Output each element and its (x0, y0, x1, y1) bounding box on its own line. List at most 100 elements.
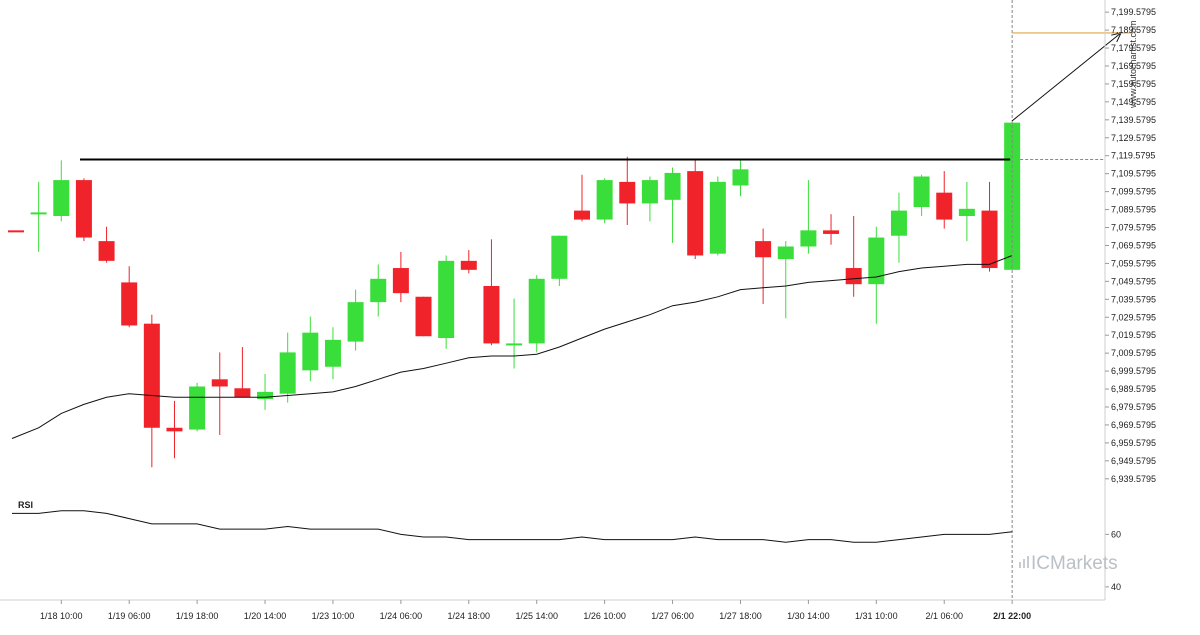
candle-body (121, 282, 138, 326)
x-tick-label: 1/19 06:00 (108, 611, 151, 621)
candle-body (370, 278, 387, 303)
y-tick-label: 7,149.5795 (1111, 97, 1156, 107)
candle-body (936, 192, 953, 220)
candle-body (75, 180, 92, 238)
candle-body (166, 427, 183, 432)
x-tick-label: 1/31 10:00 (855, 611, 898, 621)
y-tick-label: 7,039.5795 (1111, 294, 1156, 304)
y-tick-label: 7,099.5795 (1111, 187, 1156, 197)
candle-body (958, 208, 975, 216)
x-tick-label: 1/23 10:00 (312, 611, 355, 621)
y-tick-label: 6,979.5795 (1111, 402, 1156, 412)
candle-body (279, 352, 296, 394)
candle-body (98, 241, 115, 261)
candle-body (506, 343, 523, 346)
brand-bar-icon (1023, 559, 1025, 568)
rsi-label: RSI (18, 500, 33, 510)
y-tick-label: 7,089.5795 (1111, 205, 1156, 215)
candle-body (777, 246, 794, 260)
candle-body (574, 210, 590, 220)
y-tick-label: 6,999.5795 (1111, 366, 1156, 376)
candle-body (664, 172, 681, 200)
brand-bar-icon (1019, 562, 1021, 568)
y-tick-label: 7,199.5795 (1111, 7, 1156, 17)
x-tick-label: 1/30 14:00 (787, 611, 830, 621)
x-tick-label: 1/18 10:00 (40, 611, 83, 621)
brand-bar-icon (1027, 556, 1029, 568)
y-tick-label: 7,169.5795 (1111, 61, 1156, 71)
x-tick-label: 1/20 14:00 (244, 611, 287, 621)
candle-body (347, 302, 364, 342)
x-tick-label: 1/19 18:00 (176, 611, 219, 621)
y-tick-label: 7,159.5795 (1111, 79, 1156, 89)
y-tick-label: 7,009.5795 (1111, 348, 1156, 358)
candle-body (302, 332, 319, 371)
candle-body (641, 180, 658, 204)
y-tick-label: 7,129.5795 (1111, 133, 1156, 143)
y-tick-label: 7,119.5795 (1111, 151, 1155, 161)
y-tick-label: 7,139.5795 (1111, 115, 1156, 125)
brand-name: ICMarkets (1031, 553, 1118, 574)
x-tick-label: 1/25 14:00 (515, 611, 558, 621)
y-tick-label: 6,949.5795 (1111, 456, 1156, 466)
candle-body (415, 296, 432, 337)
candle-body (234, 388, 251, 398)
candle-body (460, 260, 477, 270)
axes: 7,199.5795 7,189.5795 7,179.5795 7,169.5795… (0, 0, 1156, 621)
y-tick-label: 6,969.5795 (1111, 420, 1156, 430)
candle-body (687, 171, 704, 256)
candle-body (189, 386, 206, 430)
candle-body (392, 268, 409, 294)
candle-body (528, 278, 545, 344)
y-tick-label: 7,059.5795 (1111, 258, 1156, 268)
rsi-line (12, 510, 1013, 543)
candle-body (53, 180, 70, 216)
x-tick-label: 1/24 06:00 (380, 611, 423, 621)
candle-body (913, 176, 930, 208)
y-tick-label: 7,069.5795 (1111, 240, 1156, 250)
y-tick-label: 7,079.5795 (1111, 223, 1156, 233)
candle-body (211, 379, 228, 387)
y-tick-label: 7,019.5795 (1111, 330, 1156, 340)
rsi-tick-label: 40 (1111, 582, 1121, 592)
candle-body (438, 260, 455, 339)
candle-body (755, 241, 772, 258)
rsi-tick-label: 60 (1111, 529, 1121, 539)
x-tick-label: 1/27 18:00 (719, 611, 762, 621)
x-tick-label: 1/27 06:00 (651, 611, 694, 621)
candle-body (8, 230, 24, 233)
candle-body (143, 323, 160, 428)
candle-body (257, 391, 274, 400)
candle-body (823, 230, 840, 234)
candle-body (981, 210, 998, 269)
candle-body (619, 181, 636, 204)
candle-body (890, 210, 907, 236)
y-tick-label: 6,989.5795 (1111, 384, 1156, 394)
candle-body (551, 235, 568, 279)
y-tick-label: 6,959.5795 (1111, 438, 1156, 448)
x-tick-label: 2/1 06:00 (925, 611, 963, 621)
y-tick-label: 7,029.5795 (1111, 312, 1156, 322)
candle-body (732, 169, 749, 186)
candle-body (709, 181, 726, 254)
candle-body (483, 285, 500, 344)
x-tick-label: 1/26 10:00 (583, 611, 626, 621)
x-tick-label: 1/24 18:00 (448, 611, 491, 621)
y-tick-label: 7,049.5795 (1111, 276, 1156, 286)
y-tick-label: 7,189.5795 (1111, 25, 1156, 35)
candle-body (845, 268, 862, 285)
candle-body (596, 180, 613, 220)
brand-logo: ICMarkets (1019, 553, 1118, 574)
price-panel (8, 0, 1132, 600)
projection-arrow-line (1011, 32, 1122, 122)
candle-body (800, 230, 817, 247)
y-tick-label: 7,109.5795 (1111, 169, 1156, 179)
candle-body (324, 339, 341, 367)
candle-body (868, 237, 885, 285)
autochartist-watermark: www.autochartist.com (1128, 20, 1138, 109)
y-tick-label: 7,179.5795 (1111, 43, 1156, 53)
rsi-panel: RSI 60 40 (12, 500, 1121, 592)
y-tick-label: 6,939.5795 (1111, 474, 1156, 484)
